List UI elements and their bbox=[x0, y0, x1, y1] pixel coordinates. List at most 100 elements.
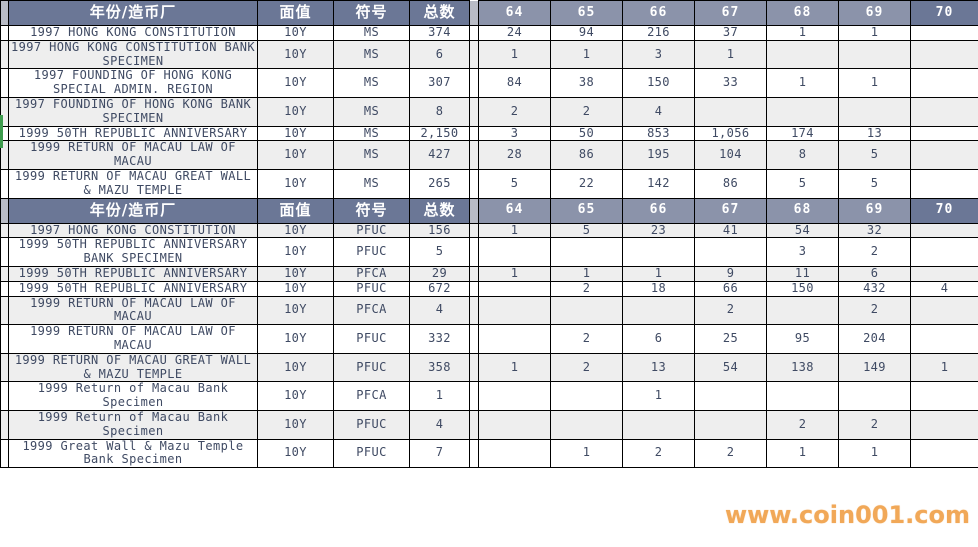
column-header-grade-68[interactable]: 68 bbox=[766, 0, 839, 26]
cell-grade-69: 2 bbox=[838, 237, 911, 267]
cell-name: 1999 50TH REPUBLIC ANNIVERSARY bbox=[8, 125, 258, 142]
table-row[interactable]: 1999 50TH REPUBLIC ANNIVERSARY 10Y PFUC 672… bbox=[0, 280, 978, 297]
column-header-symbol[interactable]: 符号 bbox=[333, 0, 410, 26]
row-marker-cell bbox=[0, 265, 9, 282]
cell-grade-65: 94 bbox=[550, 25, 623, 41]
row-marker-cell bbox=[0, 222, 9, 239]
column-header-grade-64[interactable]: 64 bbox=[478, 0, 551, 26]
table-row[interactable]: 1997 HONG KONG CONSTITUTION BANK SPECIME… bbox=[0, 39, 978, 70]
table-row[interactable]: 1999 Return of Macau Bank Specimen 10Y PFU… bbox=[0, 409, 978, 440]
column-header-symbol[interactable]: 符号 bbox=[333, 197, 410, 224]
cell-name: 1999 RETURN OF MACAU GREAT WALL & MAZU T… bbox=[8, 168, 258, 199]
column-header-grade-68[interactable]: 68 bbox=[766, 197, 839, 224]
cell-grade-69: 1 bbox=[838, 68, 911, 98]
row-marker-cell bbox=[0, 324, 9, 354]
cell-grade-66: 2 bbox=[622, 438, 695, 469]
cell-grade-64: 1 bbox=[478, 265, 551, 282]
cell-grade-70 bbox=[910, 381, 978, 411]
cell-grade-69 bbox=[838, 96, 911, 127]
spacer-cell bbox=[469, 96, 479, 127]
site-watermark: www.coin001.com bbox=[724, 501, 970, 529]
spacer-cell bbox=[469, 237, 479, 267]
table-row[interactable]: 1997 FOUNDING OF HONG KONG SPECIAL ADMIN… bbox=[0, 68, 978, 98]
cell-grade-68: 8 bbox=[766, 140, 839, 170]
column-header-name[interactable]: 年份/造币厂 bbox=[8, 0, 258, 26]
cell-grade-67: 41 bbox=[694, 222, 767, 239]
table-row[interactable]: 1997 FOUNDING OF HONG KONG BANK SPECIMEN… bbox=[0, 96, 978, 127]
cell-grade-65: 2 bbox=[550, 352, 623, 383]
cell-grade-64: 2 bbox=[478, 96, 551, 127]
cell-total: 358 bbox=[409, 352, 470, 383]
cell-grade-65: 38 bbox=[550, 68, 623, 98]
table-row[interactable]: 1999 Great Wall & Mazu Temple Bank Speci… bbox=[0, 438, 978, 469]
column-header-denomination[interactable]: 面值 bbox=[257, 0, 334, 26]
spacer-cell bbox=[469, 265, 479, 282]
table-row[interactable]: 1999 50TH REPUBLIC ANNIVERSARY 10Y MS 2,150… bbox=[0, 125, 978, 142]
cell-grade-65: 22 bbox=[550, 168, 623, 199]
cell-grade-65 bbox=[550, 409, 623, 440]
cell-denomination: 10Y bbox=[257, 140, 334, 170]
table-row[interactable]: 1999 RETURN OF MACAU GREAT WALL & MAZU T… bbox=[0, 168, 978, 199]
table-row[interactable]: 1999 50TH REPUBLIC ANNIVERSARY 10Y PFCA 29 1… bbox=[0, 265, 978, 282]
table-row[interactable]: 1999 RETURN OF MACAU GREAT WALL & MAZU T… bbox=[0, 352, 978, 383]
cell-denomination: 10Y bbox=[257, 168, 334, 199]
cell-grade-70 bbox=[910, 125, 978, 142]
cell-total: 2,150 bbox=[409, 125, 470, 142]
column-header-denomination[interactable]: 面值 bbox=[257, 197, 334, 224]
column-header-total[interactable]: 总数 bbox=[409, 197, 470, 224]
spacer-cell bbox=[469, 324, 479, 354]
column-header-grade-67[interactable]: 67 bbox=[694, 197, 767, 224]
column-header-name[interactable]: 年份/造币厂 bbox=[8, 197, 258, 224]
cell-grade-69: 2 bbox=[838, 295, 911, 326]
cell-symbol: MS bbox=[333, 68, 410, 98]
cell-denomination: 10Y bbox=[257, 125, 334, 142]
column-header-grade-67[interactable]: 67 bbox=[694, 0, 767, 26]
table-row[interactable]: 1999 50TH REPUBLIC ANNIVERSARY BANK SPEC… bbox=[0, 237, 978, 267]
column-header-grade-70[interactable]: 70 bbox=[910, 197, 978, 224]
cell-denomination: 10Y bbox=[257, 237, 334, 267]
cell-total: 672 bbox=[409, 280, 470, 297]
cell-grade-70 bbox=[910, 39, 978, 70]
table-row[interactable]: 1997 HONG KONG CONSTITUTION 10Y PFUC 156 1 5 2… bbox=[0, 222, 978, 239]
column-header-grade-64[interactable]: 64 bbox=[478, 197, 551, 224]
cell-denomination: 10Y bbox=[257, 68, 334, 98]
cell-grade-68: 95 bbox=[766, 324, 839, 354]
cell-grade-70 bbox=[910, 140, 978, 170]
column-header-grade-66[interactable]: 66 bbox=[622, 197, 695, 224]
cell-grade-69: 1 bbox=[838, 25, 911, 41]
cell-grade-67: 9 bbox=[694, 265, 767, 282]
cell-name: 1999 RETURN OF MACAU LAW OF MACAU bbox=[8, 140, 258, 170]
cell-total: 156 bbox=[409, 222, 470, 239]
column-header-grade-65[interactable]: 65 bbox=[550, 0, 623, 26]
column-header-grade-66[interactable]: 66 bbox=[622, 0, 695, 26]
row-marker-cell bbox=[0, 295, 9, 326]
cell-symbol: PFUC bbox=[333, 324, 410, 354]
table-row[interactable]: 1999 RETURN OF MACAU LAW OF MACAU 10Y MS 42… bbox=[0, 140, 978, 170]
column-header-grade-69[interactable]: 69 bbox=[838, 197, 911, 224]
cell-grade-66: 4 bbox=[622, 96, 695, 127]
column-header-grade-65[interactable]: 65 bbox=[550, 197, 623, 224]
cell-grade-68 bbox=[766, 96, 839, 127]
column-header-grade-69[interactable]: 69 bbox=[838, 0, 911, 26]
cell-denomination: 10Y bbox=[257, 265, 334, 282]
cell-denomination: 10Y bbox=[257, 25, 334, 41]
grading-population-table: 年份/造币厂 面值 符号 总数 64 65 66 67 68 69 70 1997 HONG KONG… bbox=[0, 0, 978, 469]
table-row[interactable]: 1999 Return of Macau Bank Specimen 10Y PFC… bbox=[0, 381, 978, 411]
table-row[interactable]: 1999 RETURN OF MACAU LAW OF MACAU 10Y PFCA… bbox=[0, 295, 978, 326]
column-header-total[interactable]: 总数 bbox=[409, 0, 470, 26]
cell-denomination: 10Y bbox=[257, 409, 334, 440]
spacer-cell bbox=[469, 68, 479, 98]
cell-total: 374 bbox=[409, 25, 470, 41]
cell-symbol: MS bbox=[333, 25, 410, 41]
cell-grade-67: 1,056 bbox=[694, 125, 767, 142]
table-row[interactable]: 1997 HONG KONG CONSTITUTION 10Y MS 374 24 94 2… bbox=[0, 25, 978, 41]
row-marker-cell bbox=[0, 352, 9, 383]
cell-name: 1999 Great Wall & Mazu Temple Bank Speci… bbox=[8, 438, 258, 469]
cell-denomination: 10Y bbox=[257, 96, 334, 127]
cell-grade-67: 2 bbox=[694, 295, 767, 326]
table-row[interactable]: 1999 RETURN OF MACAU LAW OF MACAU 10Y PFUC… bbox=[0, 324, 978, 354]
cell-grade-70 bbox=[910, 168, 978, 199]
cell-grade-67 bbox=[694, 237, 767, 267]
column-header-grade-70[interactable]: 70 bbox=[910, 0, 978, 26]
